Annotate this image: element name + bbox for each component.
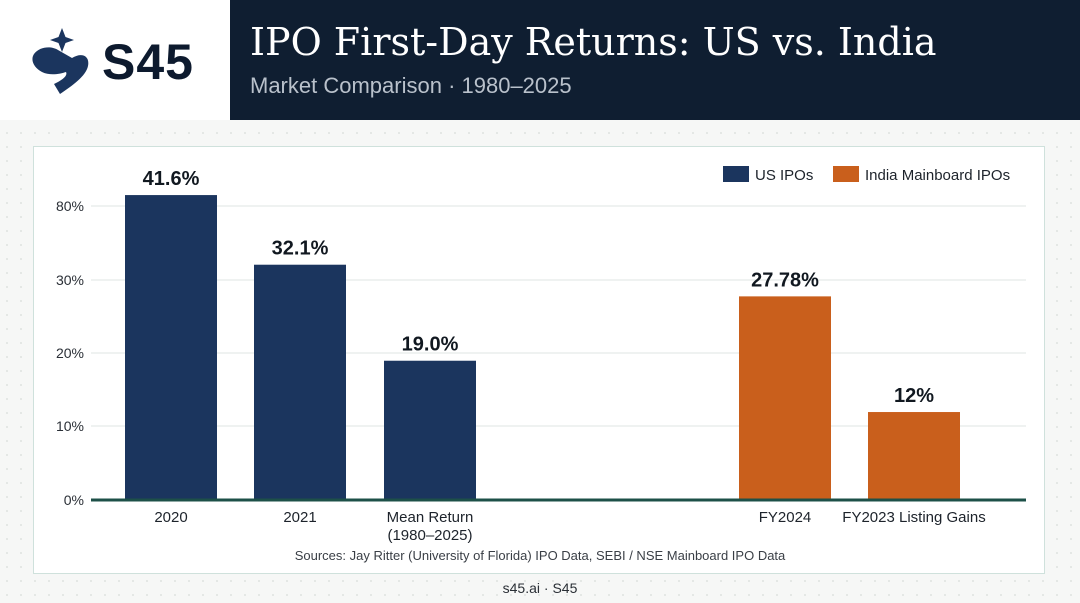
grid-lines <box>91 205 1026 427</box>
bar-value-label: 12% <box>894 385 934 407</box>
y-tick-label: 10% <box>56 418 84 434</box>
header-banner: IPO First-Day Returns: US vs. India Mark… <box>230 0 1080 120</box>
bar-chart: 0% 10% 20% 30% 80% 41.6% 2020 32.1% 2021 19.0% Me… <box>56 166 1026 563</box>
y-tick-label: 0% <box>64 492 84 508</box>
bar-value-label: 19.0% <box>402 334 459 356</box>
x-category-label: Mean Return <box>387 509 474 526</box>
footer: s45.ai · S45 <box>502 580 578 596</box>
y-tick-label: 30% <box>56 272 84 288</box>
bar-value-label: 32.1% <box>272 238 329 260</box>
x-category-label: FY2024 <box>759 509 812 526</box>
page-subtitle: Market Comparison · 1980–2025 <box>250 73 572 98</box>
x-category-label: 2021 <box>283 509 316 526</box>
bar-value-label: 41.6% <box>143 168 200 190</box>
page-title: IPO First-Day Returns: US vs. India <box>250 20 937 64</box>
brand-name: S45 <box>102 34 194 90</box>
bar-value-label: 27.78% <box>751 269 819 291</box>
bar-2020 <box>125 195 217 500</box>
x-category-label: 2020 <box>154 509 187 526</box>
s45-star-logo-icon <box>32 28 89 94</box>
legend-label: US IPOs <box>755 167 813 184</box>
y-tick-label: 80% <box>56 198 84 214</box>
source-note: Sources: Jay Ritter (University of Flori… <box>295 548 786 563</box>
legend-label: India Mainboard IPOs <box>865 167 1010 184</box>
legend-swatch <box>723 166 749 182</box>
logo-panel: S45 <box>0 0 230 120</box>
x-category-label: (1980–2025) <box>387 527 472 544</box>
bar-fy2023-listing-gains <box>868 412 960 500</box>
legend: US IPOs India Mainboard IPOs <box>723 166 1010 184</box>
x-category-label: FY2023 Listing Gains <box>842 509 985 526</box>
y-tick-label: 20% <box>56 345 84 361</box>
bar-fy2024 <box>739 296 831 500</box>
chart-card: 0% 10% 20% 30% 80% 41.6% 2020 32.1% 2021 19.0% Me… <box>33 146 1045 574</box>
legend-swatch <box>833 166 859 182</box>
y-axis-ticks: 0% 10% 20% 30% 80% <box>56 198 84 508</box>
bar-mean-return-1980-2025 <box>384 360 476 500</box>
bar-2021 <box>254 264 346 500</box>
bars: 41.6% 2020 32.1% 2021 19.0% Mean Return(1980–… <box>91 168 1026 544</box>
